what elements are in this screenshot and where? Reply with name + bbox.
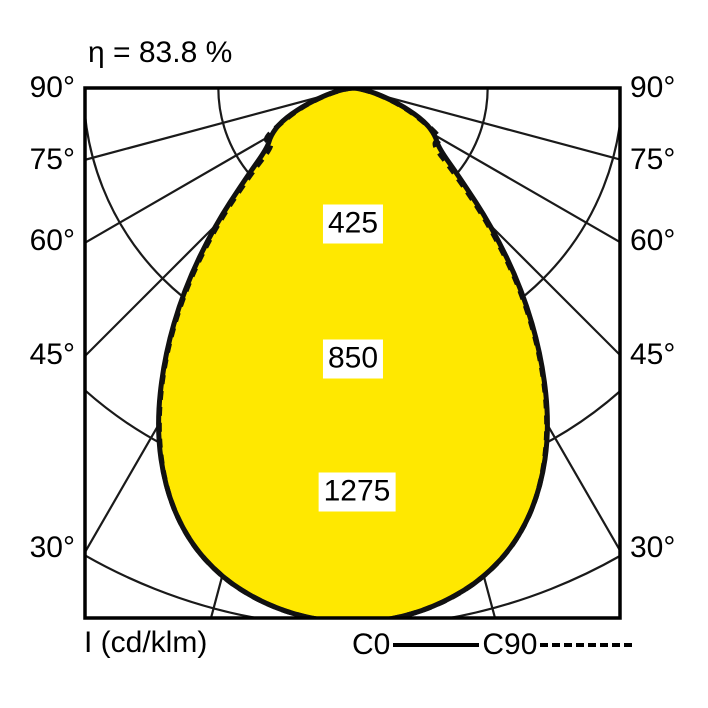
angle-tick-right-30: 30° [630,531,676,564]
angle-tick-left-45: 45° [29,338,75,371]
plot-frame [83,86,622,620]
angle-tick-left-60: 60° [29,224,75,257]
angle-tick-left-90: 90° [29,71,75,104]
curve-legend: C0 C90 [352,628,635,662]
angle-tick-right-60: 60° [630,224,676,257]
legend-c0-line [393,643,480,647]
ring-value-label-850: 850 [322,339,384,379]
angle-tick-right-90: 90° [630,71,676,104]
legend-c90-label: C90 [482,628,538,661]
ring-value-label-425: 425 [322,204,384,244]
intensity-axis-caption: I (cd/klm) [84,626,208,659]
ring-value-label-1275: 1275 [318,472,396,512]
efficiency-label: η = 83.8 % [88,36,233,69]
legend-c90-line [540,643,633,647]
angle-tick-right-45: 45° [630,338,676,371]
angle-tick-right-75: 75° [630,143,676,176]
angle-tick-left-30: 30° [29,531,75,564]
angle-tick-left-75: 75° [29,143,75,176]
legend-c0-label: C0 [352,628,391,661]
